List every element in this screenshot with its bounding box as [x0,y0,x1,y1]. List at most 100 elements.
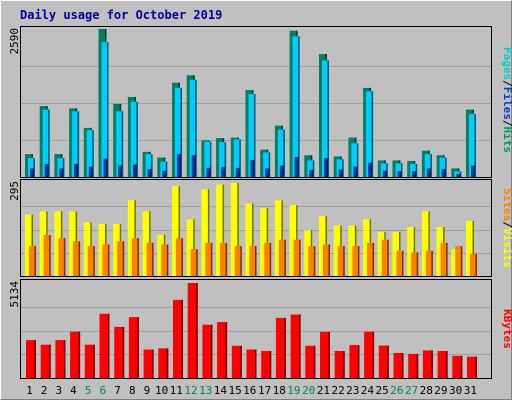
kbytes-bar-day-19-shadow [299,314,301,378]
kbytes-bar-day-10-shadow [166,348,169,378]
x-axis-day-labels: 1 2 3 4 5 6 7 8 9 10 11 12 13 14 15 16 17 18 19 20 21 22 23 24 2… [26,384,477,397]
sites-bar-day-9-shadow [152,242,154,276]
files-bar-day-2 [42,109,50,177]
sites-bar-day-30-shadow [460,246,463,276]
x-tick-day-13: 13 [199,384,212,397]
sites-bar-day-14-shadow [225,242,228,276]
visits-bar-day-8-shadow [134,200,136,276]
sites-bar-day-4 [73,241,81,276]
visits-bar-day-13-shadow [207,189,210,276]
sites-bar-day-7-shadow [122,241,125,276]
pages-bar-day-11 [177,154,181,177]
y-tick-hits: 2590 [8,28,21,55]
pages-bar-day-21 [324,158,328,177]
kbytes-bar-day-20 [305,345,316,378]
sites-bar-day-7 [117,241,125,276]
files-bar-day-21-shadow [327,60,329,177]
sites-bar-day-11 [176,238,183,276]
y-label-sites-visits: Sites/Visits [501,188,512,268]
sites-bar-day-22-shadow [343,246,345,276]
x-tick-day-14: 14 [214,384,228,397]
files-bar-day-18-shadow [283,129,285,177]
pages-bar-day-6-shadow [106,158,108,177]
kbytes-bar-day-3 [55,340,66,378]
pages-bar-day-30 [456,174,461,177]
kbytes-bar-day-22 [334,351,345,378]
visits-bar-day-28-shadow [428,211,430,276]
files-bar-day-26-shadow [401,163,403,177]
pages-bar-day-26 [397,171,402,177]
pages-bar-day-15 [235,167,240,177]
sites-bar-day-18-shadow [284,239,286,276]
sites-bar-day-3-shadow [63,238,66,276]
files-bar-day-14 [219,142,227,177]
x-tick-day-2: 2 [41,384,48,397]
visits-bar-day-27 [407,227,416,276]
kbytes-bar-day-2-shadow [49,344,51,378]
files-bar-day-16-shadow [254,94,256,177]
bars-kbytes [21,283,491,378]
x-tick-day-15: 15 [228,384,241,397]
visits-bar-day-13 [201,189,210,276]
x-tick-day-5: 5 [85,384,92,397]
sites-bar-day-25 [381,239,389,276]
pages-bar-day-16-shadow [253,159,255,177]
x-tick-day-19: 19 [287,384,300,397]
kbytes-bar-day-4 [70,331,81,378]
kbytes-bar-day-17-shadow [269,351,272,378]
files-bar-day-25-shadow [386,163,388,177]
x-tick-day-7: 7 [114,384,121,397]
sites-bar-day-5-shadow [93,246,95,276]
kbytes-bar-day-9-shadow [152,349,154,378]
files-bar-day-23-shadow [356,143,359,177]
pages-bar-day-29 [441,169,446,177]
pages-bar-day-10-shadow [164,170,167,177]
kbytes-bar-day-11-shadow [181,299,183,378]
x-tick-day-31: 31 [464,384,477,397]
files-bar-day-26 [395,163,403,177]
kbytes-bar-day-29 [437,351,448,378]
visits-bar-day-14-shadow [222,184,225,276]
sites-bar-day-10-shadow [166,244,169,276]
pages-bar-day-2-shadow [47,163,49,177]
pages-bar-day-13 [206,167,211,177]
kbytes-bar-day-15-shadow [240,345,242,378]
kbytes-bar-day-30 [452,355,463,378]
files-bar-day-4 [72,111,80,177]
files-bar-day-13 [204,141,212,177]
sites-bar-day-19 [293,239,301,276]
pages-bar-day-14-shadow [223,167,226,177]
x-tick-day-4: 4 [70,384,77,397]
kbytes-bar-day-16 [246,349,257,378]
pages-bar-day-12-shadow [194,155,196,177]
kbytes-bar-day-14-shadow [225,322,228,378]
x-tick-day-24: 24 [361,384,375,397]
kbytes-bar-day-3-shadow [63,340,66,378]
kbytes-bar-day-28-shadow [431,350,433,378]
pages-bar-day-5-shadow [91,166,93,177]
kbytes-bar-day-13-shadow [210,324,213,378]
pages-bar-day-28-shadow [429,168,431,177]
sites-bar-day-20-shadow [313,246,316,276]
pages-bar-day-10 [162,170,167,177]
files-bar-day-19-shadow [298,36,300,178]
pages-bar-day-22-shadow [341,169,343,177]
y-label-part: Files [501,87,512,120]
files-bar-day-24-shadow [371,91,374,177]
sites-bar-day-13 [205,242,213,276]
pages-bar-day-5 [88,166,93,177]
kbytes-bar-day-8 [128,317,139,378]
kbytes-bar-day-21-shadow [328,331,330,378]
y-label-part: Sites [501,188,512,221]
sites-bar-day-31-shadow [475,253,477,276]
sites-bar-day-25-shadow [387,239,389,276]
x-tick-day-23: 23 [346,384,359,397]
kbytes-bar-day-24 [364,331,375,378]
kbytes-bar-day-6-shadow [108,313,110,378]
pages-bar-day-6 [103,158,108,177]
visits-bar-day-28 [421,211,430,276]
kbytes-bar-day-5 [84,344,95,378]
y-label-kbytes: KBytes [501,309,512,349]
pages-bar-day-7-shadow [120,165,123,177]
y-label-part: / [501,120,512,127]
